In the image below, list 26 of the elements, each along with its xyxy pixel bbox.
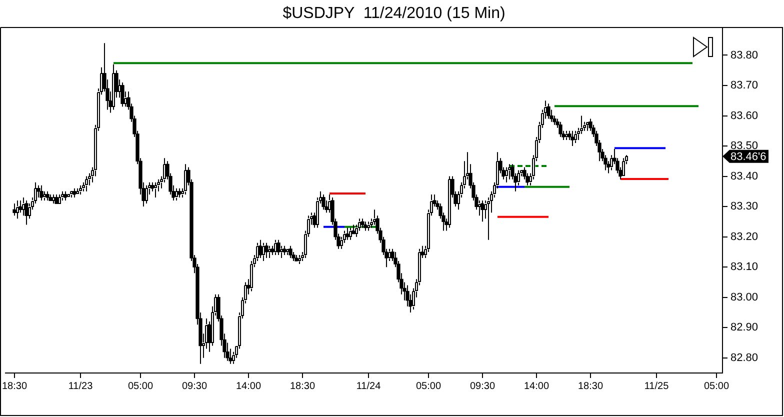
y-tick-label: 83.10: [730, 261, 758, 274]
x-tick-label: 09:30: [182, 380, 208, 392]
y-tick-label: 83.40: [730, 170, 758, 182]
y-tick-label: 83.30: [730, 200, 758, 213]
x-tick-label: 05:00: [128, 380, 154, 392]
y-tick-label: 83.80: [730, 49, 758, 62]
y-tick-label: 83.00: [730, 291, 758, 304]
x-tick-label: 14:00: [524, 380, 550, 392]
x-tick-label: 18:30: [290, 380, 316, 392]
x-tick-label: 09:30: [470, 380, 496, 392]
y-tick-label: 82.80: [730, 352, 758, 364]
x-tick-label: 05:00: [416, 380, 442, 392]
y-tick-label: 83.60: [730, 110, 758, 122]
x-tick-label: 18:30: [2, 380, 28, 392]
y-tick-label: 82.90: [730, 322, 758, 334]
x-tick-label: 11/23: [68, 380, 94, 392]
text: 83.46'6: [730, 150, 766, 163]
x-tick-label: 11/24: [356, 380, 382, 392]
chart-title: $USDJPY 11/24/2010 (15 Min): [282, 5, 506, 22]
x-tick-label: 18:30: [578, 380, 604, 392]
y-tick-label: 83.20: [730, 230, 758, 243]
x-tick-label: 05:00: [704, 380, 730, 392]
x-tick-label: 14:00: [236, 380, 262, 392]
y-tick-label: 83.50: [730, 140, 758, 152]
y-tick-label: 83.70: [730, 80, 758, 92]
x-tick-label: 11/25: [644, 380, 670, 392]
